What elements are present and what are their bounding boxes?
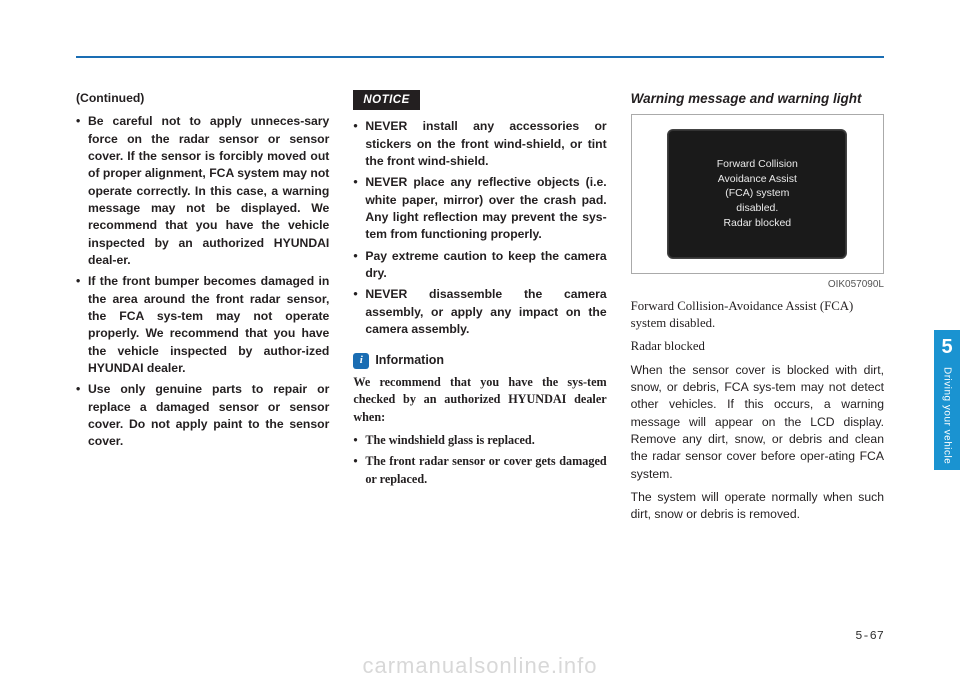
- bullet-dot: •: [353, 286, 365, 338]
- info-icon: i: [353, 353, 369, 369]
- notice-bullet: • NEVER place any reflective objects (i.…: [353, 174, 606, 243]
- page-number: 5-67: [855, 629, 884, 643]
- column-3: Warning message and warning light Forwar…: [631, 90, 884, 529]
- info-bullet: • The windshield glass is replaced.: [353, 432, 606, 449]
- notice-badge: NOTICE: [353, 90, 419, 110]
- bullet-text: Use only genuine parts to repair or repl…: [88, 381, 329, 450]
- bullet-text: NEVER install any accessories or sticker…: [365, 118, 606, 170]
- caption-line-1: Forward Collision-Avoidance Assist (FCA)…: [631, 298, 884, 333]
- chapter-label: Driving your vehicle: [942, 367, 953, 464]
- info-bullet: • The front radar sensor or cover gets d…: [353, 453, 606, 488]
- bullet-text: The windshield glass is replaced.: [365, 432, 606, 449]
- notice-bullet: • NEVER disassemble the camera assembly,…: [353, 286, 606, 338]
- lcd-screenshot-frame: Forward Collision Avoidance Assist (FCA)…: [631, 114, 884, 274]
- bullet-dot: •: [76, 381, 88, 450]
- notice-bullet: • Pay extreme caution to keep the camera…: [353, 248, 606, 283]
- bullet-dot: •: [353, 453, 365, 488]
- warning-heading: Warning message and warning light: [631, 90, 884, 108]
- bullet-dot: •: [353, 174, 365, 243]
- continued-label: (Continued): [76, 90, 329, 107]
- top-rule: [76, 56, 884, 58]
- watermark: carmanualsonline.info: [0, 653, 960, 679]
- col1-bullet: • Use only genuine parts to repair or re…: [76, 381, 329, 450]
- bullet-dot: •: [353, 432, 365, 449]
- bullet-dot: •: [353, 118, 365, 170]
- bullet-text: Be careful not to apply unneces-sary for…: [88, 113, 329, 269]
- bullet-text: NEVER disassemble the camera assembly, o…: [365, 286, 606, 338]
- lcd-screen: Forward Collision Avoidance Assist (FCA)…: [667, 129, 847, 259]
- body-paragraph: When the sensor cover is blocked with di…: [631, 362, 884, 483]
- column-2: NOTICE • NEVER install any accessories o…: [353, 90, 606, 529]
- chapter-tab: 5 Driving your vehicle: [934, 330, 960, 470]
- info-intro: We recommend that you have the sys-tem c…: [353, 374, 606, 426]
- bullet-text: If the front bumper becomes damaged in t…: [88, 273, 329, 377]
- column-1: (Continued) • Be careful not to apply un…: [76, 90, 329, 529]
- col1-bullet: • If the front bumper becomes damaged in…: [76, 273, 329, 377]
- chapter-number: 5: [941, 336, 952, 359]
- notice-bullet: • NEVER install any accessories or stick…: [353, 118, 606, 170]
- bullet-dot: •: [76, 273, 88, 377]
- info-title: Information: [375, 352, 444, 370]
- information-heading: i Information: [353, 352, 606, 370]
- manual-page: (Continued) • Be careful not to apply un…: [0, 0, 960, 689]
- lcd-screen-text: Forward Collision Avoidance Assist (FCA)…: [717, 157, 798, 230]
- caption-line-2: Radar blocked: [631, 338, 884, 355]
- bullet-text: The front radar sensor or cover gets dam…: [365, 453, 606, 488]
- bullet-dot: •: [353, 248, 365, 283]
- image-code: OIK057090L: [631, 278, 884, 292]
- body-paragraph: The system will operate normally when su…: [631, 489, 884, 524]
- bullet-text: NEVER place any reflective objects (i.e.…: [365, 174, 606, 243]
- content-columns: (Continued) • Be careful not to apply un…: [76, 90, 884, 529]
- bullet-dot: •: [76, 113, 88, 269]
- col1-bullet: • Be careful not to apply unneces-sary f…: [76, 113, 329, 269]
- bullet-text: Pay extreme caution to keep the camera d…: [365, 248, 606, 283]
